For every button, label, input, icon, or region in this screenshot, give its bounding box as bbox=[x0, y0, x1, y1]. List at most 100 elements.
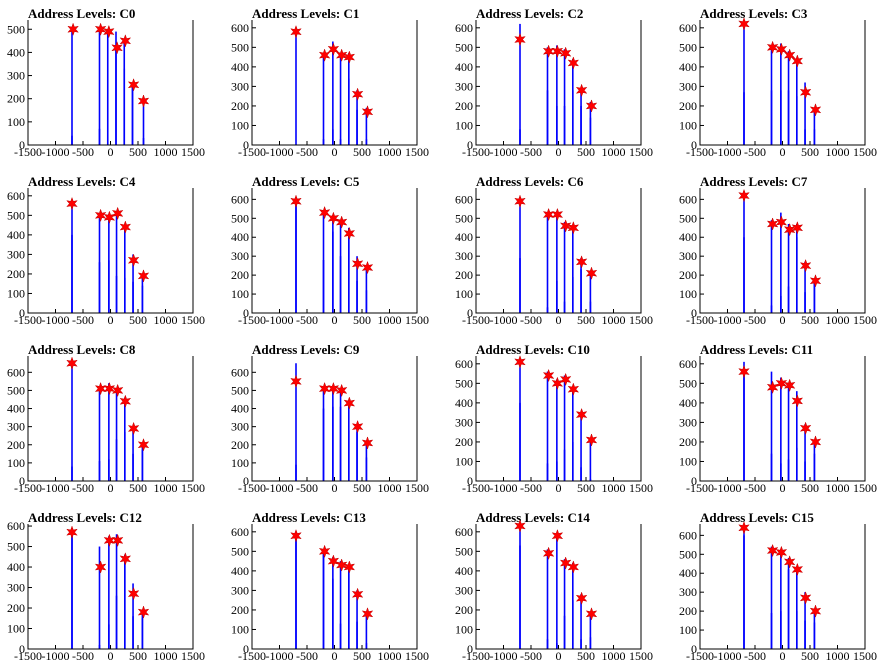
peak-marker bbox=[809, 103, 822, 117]
peak-marker bbox=[575, 591, 588, 605]
x-tick-label: 500 bbox=[129, 481, 147, 495]
peak-marker bbox=[809, 604, 822, 618]
x-tick-label: -1500 bbox=[14, 481, 42, 495]
peak-marker bbox=[791, 562, 804, 577]
x-tick-label: 1500 bbox=[853, 145, 877, 159]
peak-marker bbox=[799, 591, 812, 605]
x-tick-label: 0 bbox=[780, 481, 786, 495]
y-tick-label: 500 bbox=[455, 376, 473, 390]
x-tick-label: 1500 bbox=[405, 313, 429, 327]
peak-marker bbox=[119, 220, 132, 234]
chart-plot: 0 100 200 300 400 500 600 -1500 -1000 -500 0 500 100… bbox=[231, 356, 429, 495]
peak-marker bbox=[551, 44, 564, 59]
y-tick-label: 500 bbox=[7, 540, 25, 554]
peak-marker bbox=[775, 42, 788, 57]
y-tick-label: 600 bbox=[7, 365, 25, 379]
x-tick-label: -1500 bbox=[686, 649, 714, 663]
chart-plot: 0 100 200 300 400 500 600 -1500 -1000 -500 0 500 100… bbox=[7, 188, 205, 327]
x-tick-label: -1500 bbox=[14, 145, 42, 159]
x-tick-label: 500 bbox=[129, 145, 147, 159]
peak-marker bbox=[361, 436, 374, 450]
peak-marker bbox=[559, 219, 572, 233]
peak-marker bbox=[514, 32, 526, 47]
y-tick-label: 300 bbox=[7, 247, 25, 261]
y-tick-label: 300 bbox=[231, 79, 249, 93]
y-tick-label: 400 bbox=[679, 60, 697, 74]
x-tick-label: 1000 bbox=[154, 145, 178, 159]
x-tick-label: -500 bbox=[520, 313, 542, 327]
y-tick-label: 600 bbox=[455, 192, 473, 206]
axis-frame bbox=[27, 20, 194, 146]
y-tick-label: 300 bbox=[679, 249, 697, 263]
y-tick-label: 200 bbox=[679, 435, 697, 449]
chart-panel: Address Levels: C7 0 100 200 300 400 500 600 -15… bbox=[672, 168, 896, 336]
peak-marker bbox=[585, 266, 598, 280]
peak-marker bbox=[791, 394, 804, 408]
y-tick-label: 100 bbox=[679, 287, 697, 301]
x-tick-label: 1000 bbox=[154, 313, 178, 327]
x-tick-label: -500 bbox=[744, 313, 766, 327]
peak-marker bbox=[575, 83, 588, 98]
x-tick-label: 1500 bbox=[629, 313, 653, 327]
y-tick-label: 600 bbox=[231, 21, 249, 35]
peak-marker bbox=[137, 269, 150, 283]
x-tick-label: 0 bbox=[780, 145, 786, 159]
chart-panel: Address Levels: C4 0 100 200 300 400 500 600 -15… bbox=[0, 168, 224, 336]
x-tick-label: 1000 bbox=[602, 649, 626, 663]
x-tick-label: 500 bbox=[353, 313, 371, 327]
x-tick-label: -1000 bbox=[714, 481, 742, 495]
peak-marker bbox=[567, 382, 580, 396]
peak-marker bbox=[111, 206, 124, 221]
chart-panel: Address Levels: C11 0 100 200 300 400 500 600 -1… bbox=[672, 336, 896, 504]
peak-marker bbox=[103, 533, 116, 548]
chart-plot: 0 100 200 300 400 500 600 -1500 -1000 -500 0 500 100… bbox=[455, 519, 653, 663]
peak-marker bbox=[102, 24, 115, 39]
x-tick-label: 1500 bbox=[629, 481, 653, 495]
peak-marker bbox=[738, 364, 750, 379]
chart-panel: Address Levels: C2 0 100 200 300 400 500 600 -15… bbox=[448, 0, 672, 168]
peak-marker bbox=[137, 94, 150, 108]
y-tick-label: 400 bbox=[455, 396, 473, 410]
y-tick-label: 0 bbox=[243, 474, 249, 488]
axis-frame bbox=[251, 524, 418, 650]
peak-marker bbox=[335, 383, 348, 398]
axis-frame bbox=[699, 20, 866, 146]
peak-marker bbox=[585, 607, 598, 621]
y-tick-label: 200 bbox=[679, 99, 697, 113]
y-tick-label: 500 bbox=[455, 211, 473, 225]
y-tick-label: 100 bbox=[231, 622, 249, 636]
x-tick-label: -1500 bbox=[462, 313, 490, 327]
y-tick-label: 300 bbox=[455, 79, 473, 93]
y-tick-label: 200 bbox=[455, 435, 473, 449]
chart-title: Address Levels: C10 bbox=[476, 342, 590, 357]
chart-title: Address Levels: C8 bbox=[28, 342, 136, 357]
peak-marker bbox=[94, 22, 107, 37]
y-tick-label: 400 bbox=[7, 228, 25, 242]
y-tick-label: 100 bbox=[231, 118, 249, 132]
y-tick-label: 300 bbox=[679, 79, 697, 93]
x-tick-label: 500 bbox=[353, 649, 371, 663]
peak-marker bbox=[585, 433, 598, 447]
y-tick-label: 100 bbox=[455, 622, 473, 636]
x-tick-label: 0 bbox=[108, 145, 114, 159]
y-tick-label: 400 bbox=[455, 564, 473, 578]
y-tick-label: 200 bbox=[679, 604, 697, 618]
x-tick-label: -1000 bbox=[42, 145, 70, 159]
x-tick-label: 1000 bbox=[154, 481, 178, 495]
x-tick-label: 500 bbox=[577, 649, 595, 663]
peak-marker bbox=[542, 546, 555, 561]
peak-marker bbox=[559, 556, 572, 570]
x-tick-label: -500 bbox=[520, 145, 542, 159]
x-tick-label: -1000 bbox=[714, 313, 742, 327]
x-tick-label: 1000 bbox=[378, 649, 402, 663]
peak-marker bbox=[111, 383, 124, 398]
peak-marker bbox=[351, 587, 364, 602]
peak-marker bbox=[775, 215, 788, 229]
x-tick-label: -500 bbox=[72, 481, 94, 495]
x-tick-label: 1000 bbox=[378, 313, 402, 327]
chart-panel: Address Levels: C9 0 100 200 300 400 500 600 -15… bbox=[224, 336, 448, 504]
y-tick-label: 600 bbox=[231, 192, 249, 206]
x-tick-label: 1500 bbox=[181, 145, 205, 159]
peak-marker bbox=[791, 221, 804, 235]
chart-plot: 0 100 200 300 400 500 -1500 -1000 -500 0 500 1000 15… bbox=[7, 20, 205, 159]
